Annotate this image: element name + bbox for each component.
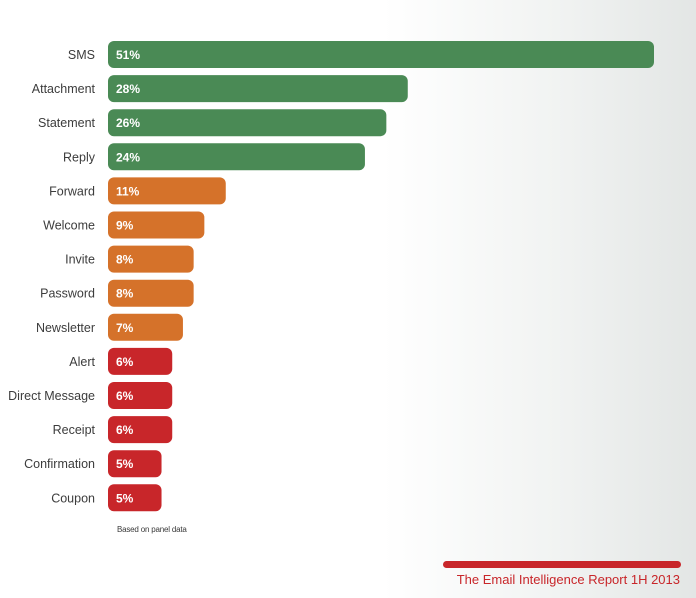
source-accent-bar	[443, 561, 681, 568]
category-label-alert: Alert	[69, 355, 95, 369]
category-label-coupon: Coupon	[51, 491, 95, 505]
value-label-confirmation: 5%	[116, 457, 134, 471]
bar-newsletter	[108, 313, 183, 341]
category-label-invite: Invite	[65, 253, 95, 267]
source-credit: The Email Intelligence Report 1H 2013	[456, 572, 680, 587]
category-label-sms: SMS	[68, 48, 95, 62]
bar-attachment	[108, 75, 408, 103]
category-label-statement: Statement	[38, 116, 96, 130]
value-label-attachment: 28%	[116, 82, 140, 96]
category-label-receipt: Receipt	[53, 423, 96, 437]
bar-reply	[108, 143, 365, 171]
value-label-reply: 24%	[116, 150, 140, 164]
bar-alert	[108, 347, 173, 375]
value-label-sms: 51%	[116, 48, 140, 62]
category-label-direct-message: Direct Message	[8, 389, 95, 403]
category-label-newsletter: Newsletter	[36, 321, 95, 335]
value-label-newsletter: 7%	[116, 321, 134, 335]
bar-confirmation	[108, 450, 162, 478]
bar-welcome	[108, 211, 205, 239]
category-label-attachment: Attachment	[32, 82, 96, 96]
category-label-welcome: Welcome	[43, 219, 95, 233]
bar-sms	[108, 41, 654, 68]
bar-coupon	[108, 484, 162, 512]
bar-direct-message	[108, 382, 173, 409]
bar-password	[108, 279, 194, 307]
bar-forward	[108, 177, 226, 205]
category-label-forward: Forward	[49, 184, 95, 198]
value-label-alert: 6%	[116, 355, 134, 369]
value-label-welcome: 9%	[116, 219, 134, 233]
value-label-receipt: 6%	[116, 423, 134, 437]
value-label-password: 8%	[116, 287, 134, 301]
bar-invite	[108, 245, 194, 273]
value-label-statement: 26%	[116, 116, 140, 130]
bar-receipt	[108, 416, 173, 444]
value-label-forward: 11%	[116, 184, 140, 198]
category-label-confirmation: Confirmation	[24, 457, 95, 471]
chart-note: Based on panel data	[117, 525, 187, 534]
bar-statement	[108, 109, 387, 137]
category-label-password: Password	[40, 287, 95, 301]
category-label-reply: Reply	[63, 150, 96, 164]
value-label-invite: 8%	[116, 253, 134, 267]
value-label-direct-message: 6%	[116, 389, 134, 403]
value-label-coupon: 5%	[116, 491, 134, 505]
